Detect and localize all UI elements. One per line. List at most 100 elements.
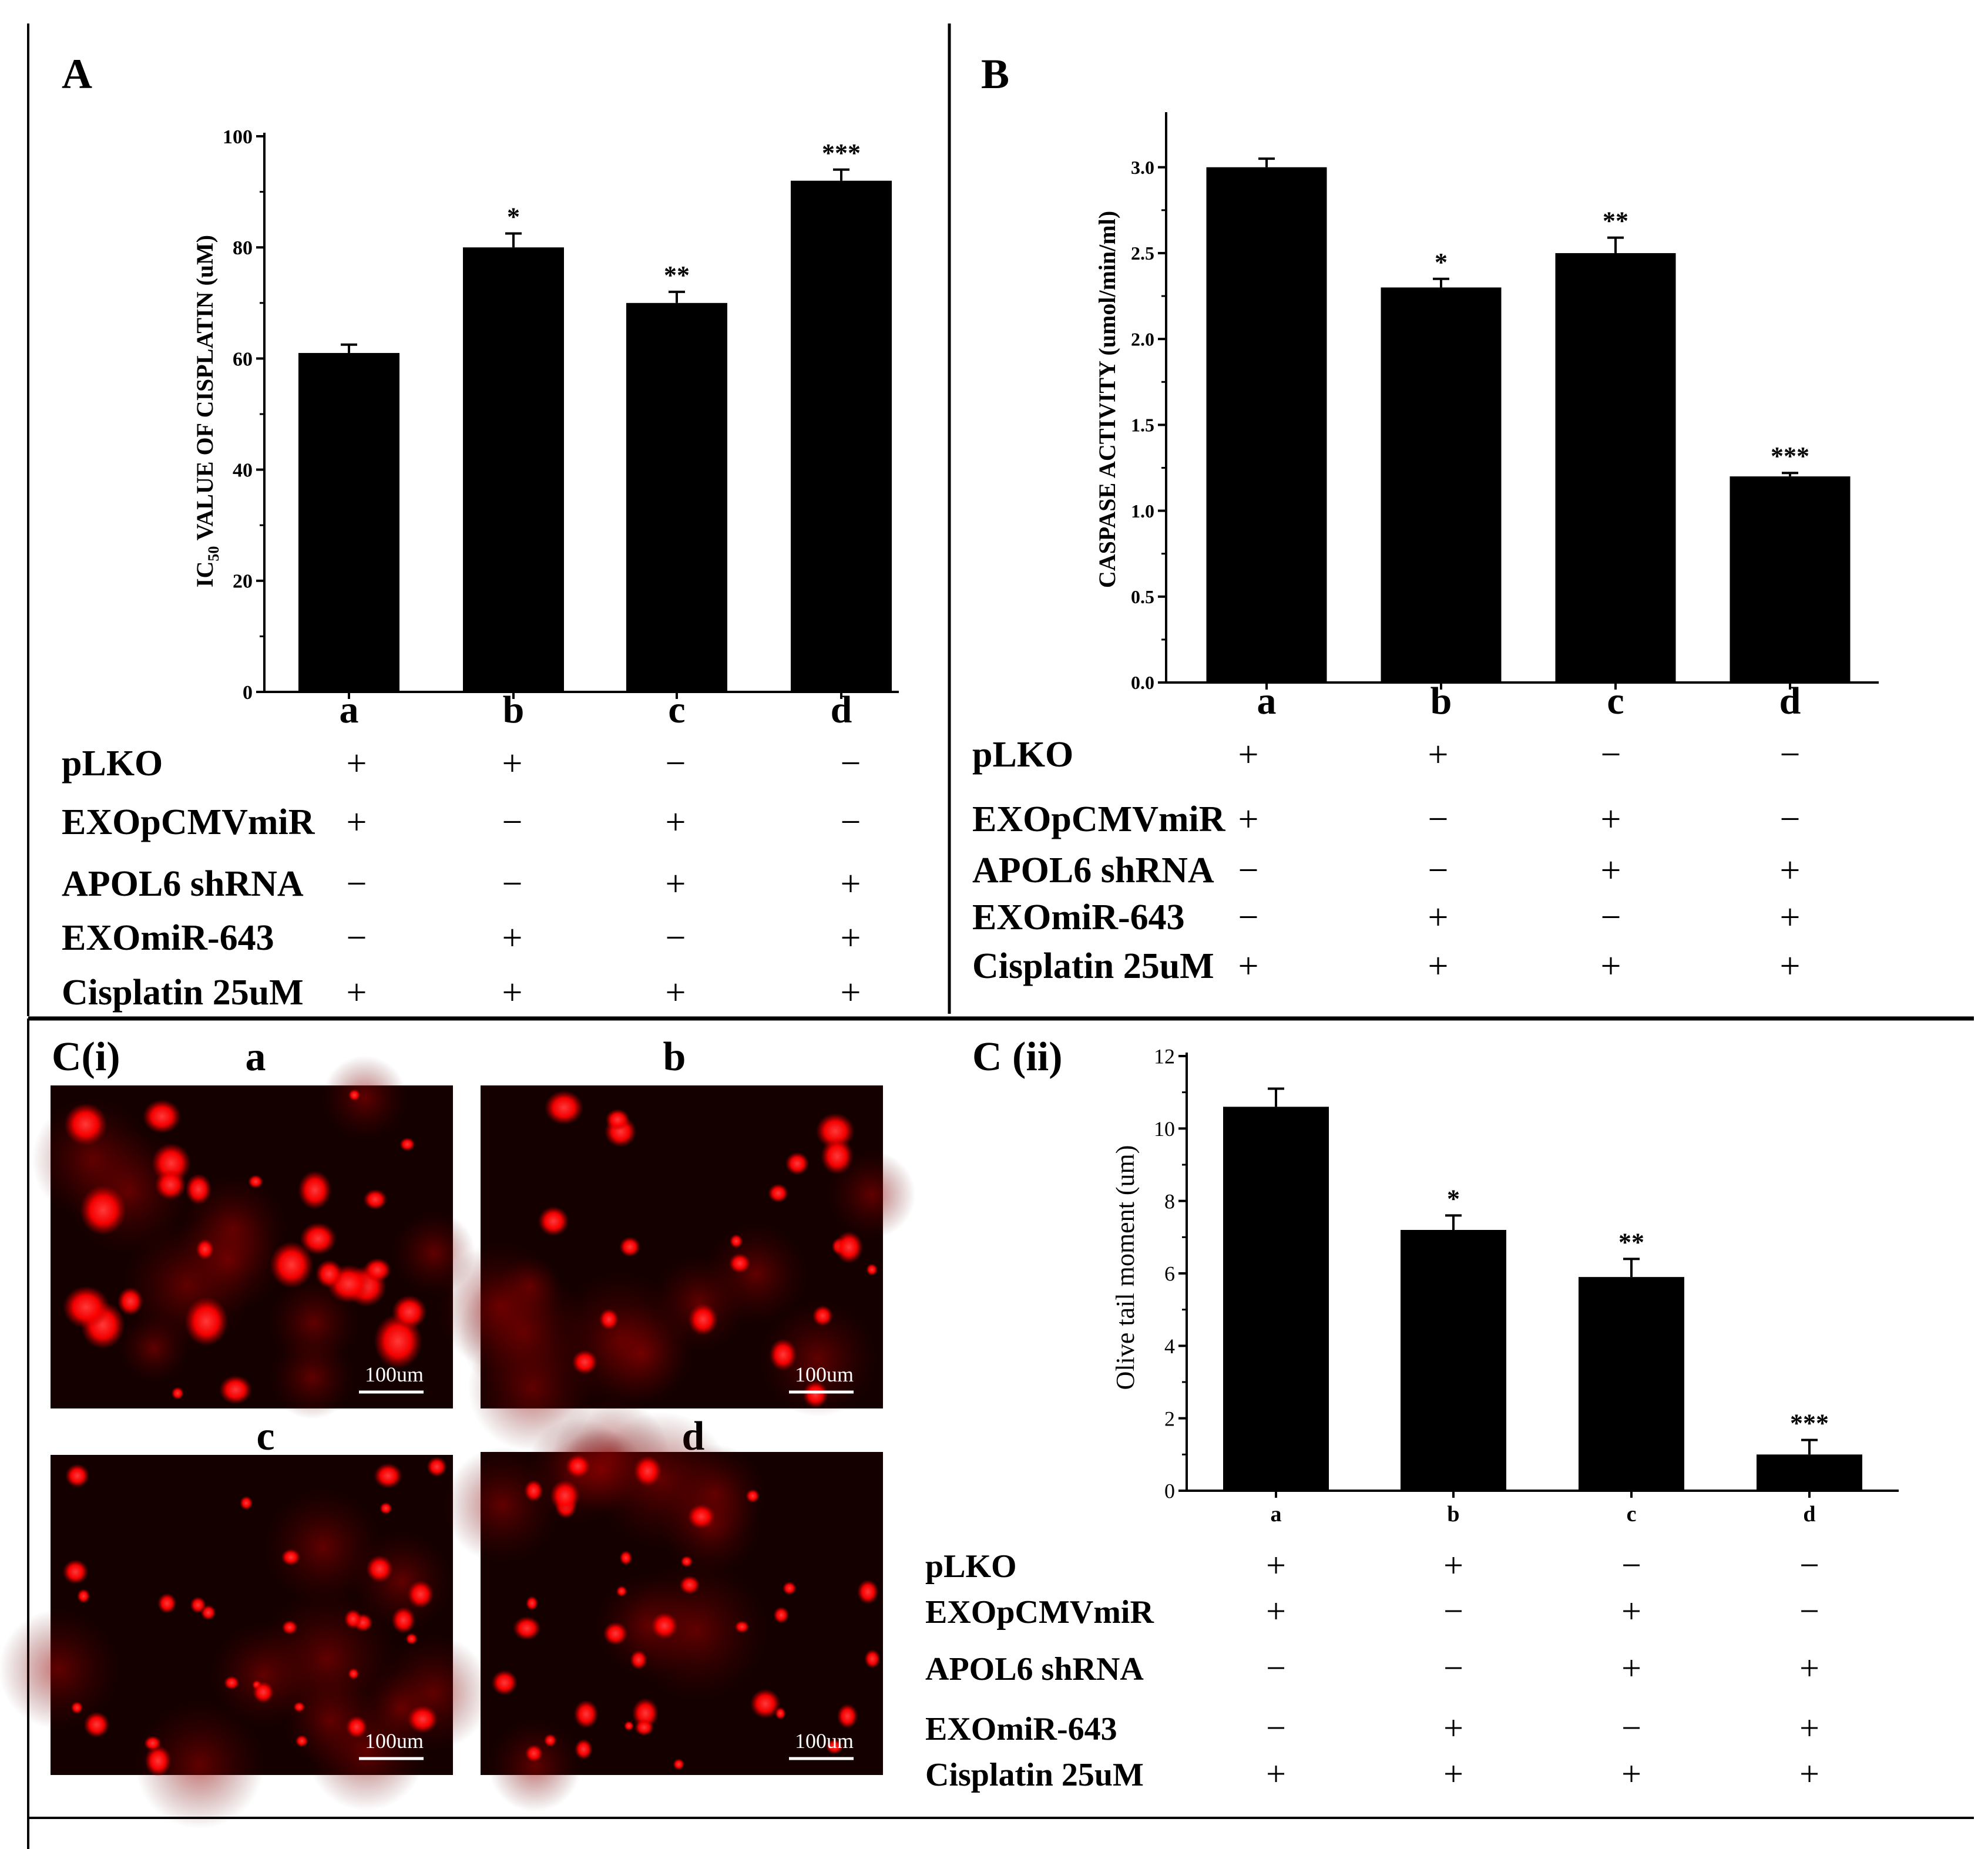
nucleus: [295, 1734, 308, 1747]
micrograph-b-label: b: [663, 1034, 686, 1080]
chart-a-ytick-label: 60: [233, 348, 253, 370]
nucleus: [392, 1295, 427, 1329]
chart-b-category-d: d: [1779, 680, 1801, 722]
background-haze: [0, 1609, 119, 1730]
treat-b-row-3-sign-0: −: [1238, 897, 1259, 937]
chart-b-ytick-label: 2.5: [1131, 243, 1154, 264]
nucleus: [143, 1100, 182, 1134]
nucleus: [825, 1739, 844, 1754]
nucleus: [524, 1480, 543, 1502]
chart-cii-bar-d: [1757, 1454, 1862, 1491]
treat-a-row-3-sign-0: −: [347, 918, 367, 958]
chart-cii: Olive tail moment (um) 0 2 4 6 8 10 12 a * b ** c **…: [1111, 1045, 1899, 1527]
treat-a-row-0-sign-0: +: [347, 744, 367, 784]
nucleus: [773, 1606, 790, 1623]
nucleus: [380, 1502, 392, 1515]
chart-b-ytick-label: 0.0: [1131, 672, 1154, 693]
background-haze: [135, 1700, 264, 1829]
scale-bar-label: 100um: [365, 1729, 424, 1753]
treat-b-row-1-sign-0: +: [1238, 799, 1259, 839]
treat-b-row-2-sign-3: +: [1780, 850, 1801, 890]
nucleus: [270, 1241, 314, 1289]
nucleus: [219, 1375, 252, 1404]
nucleus: [145, 1745, 172, 1777]
nucleus: [64, 1103, 108, 1146]
chart-cii-ylabel: Olive tail moment (um): [1111, 1145, 1140, 1390]
chart-a-sig-d: ***: [822, 139, 861, 167]
scale-bar-label: 100um: [365, 1363, 424, 1386]
micrograph-a-label: a: [246, 1034, 266, 1080]
nucleus: [525, 1744, 543, 1763]
treat-cii-row-label-4: Cisplatin 25uM: [925, 1757, 1144, 1793]
treat-cii-row-2-sign-1: −: [1443, 1649, 1463, 1687]
treat-a-row-2-sign-3: +: [841, 864, 861, 904]
chart-a-category-a: a: [340, 688, 359, 731]
treat-cii-row-2-sign-0: −: [1266, 1649, 1286, 1687]
nucleus: [687, 1504, 716, 1529]
treat-cii-row-3-sign-2: −: [1621, 1709, 1641, 1747]
nucleus: [857, 1579, 879, 1605]
treat-b-row-2-sign-0: −: [1238, 850, 1259, 890]
chart-cii-ytick-label: 6: [1164, 1262, 1175, 1286]
background-haze: [269, 1278, 359, 1368]
chart-b-ytick-label: 1.0: [1131, 500, 1154, 522]
nucleus: [573, 1700, 599, 1729]
nucleus: [157, 1593, 177, 1614]
chart-cii-category-a: a: [1271, 1502, 1282, 1527]
treat-b-row-1-sign-1: −: [1428, 799, 1449, 839]
nucleus: [348, 1089, 361, 1101]
treat-cii-row-label-1: EXOpCMVmiR: [925, 1594, 1154, 1631]
nucleus: [63, 1286, 110, 1329]
treat-b-row-4-sign-2: +: [1601, 946, 1621, 986]
nucleus: [200, 1605, 216, 1621]
nucleus: [185, 1174, 212, 1205]
chart-b-ylabel: CASPASE ACTIVITY (umol/min/ml): [1094, 211, 1120, 588]
treatment-table-cii: pLKO + + − − EXOpCMVmiR + − + − APOL6 shRNA − − + + EXO…: [925, 1546, 1819, 1793]
chart-b-ytick-label: 0.5: [1131, 586, 1154, 607]
chart-cii-ytick-label: 2: [1164, 1407, 1175, 1430]
treat-b-row-0-sign-3: −: [1780, 735, 1801, 775]
nucleus: [391, 1606, 416, 1634]
panel-b-label: B: [981, 51, 1009, 98]
nucleus: [619, 1550, 633, 1565]
nucleus: [651, 1612, 679, 1639]
nucleus: [363, 1189, 387, 1210]
nucleus: [298, 1171, 332, 1210]
chart-cii-ytick-label: 12: [1154, 1045, 1175, 1068]
nucleus: [750, 1689, 781, 1719]
background-haze: [828, 1151, 916, 1239]
micrograph-c: 100um: [0, 1455, 491, 1829]
treat-b-row-4-sign-0: +: [1238, 946, 1259, 986]
chart-cii-sig-c: **: [1618, 1228, 1644, 1256]
background-haze: [322, 1055, 407, 1141]
treat-b-row-2-sign-1: −: [1428, 850, 1449, 890]
nucleus: [603, 1622, 628, 1646]
nucleus: [407, 1580, 434, 1609]
micrograph-c-label: c: [256, 1414, 274, 1459]
nucleus: [728, 1253, 751, 1273]
treat-b-row-0-sign-2: −: [1601, 735, 1621, 775]
chart-b-ytick-label: 3.0: [1131, 157, 1154, 178]
nucleus: [344, 1609, 362, 1629]
nucleus: [171, 1387, 184, 1400]
chart-b-sig-b: *: [1435, 248, 1448, 277]
nucleus: [574, 1739, 593, 1760]
nucleus: [405, 1633, 418, 1645]
nucleus: [513, 1616, 541, 1640]
nucleus: [565, 1454, 590, 1478]
nucleus: [864, 1649, 881, 1669]
treat-b-row-3-sign-2: −: [1601, 897, 1621, 937]
treat-b-row-0-sign-0: +: [1238, 735, 1259, 775]
chart-b: CASPASE ACTIVITY (umol/min/ml) 0.0 0.5 1.0…: [1094, 112, 1879, 722]
treat-a-row-label-3: EXOmiR-643: [62, 918, 274, 958]
treat-a-row-4-sign-3: +: [841, 973, 861, 1013]
treat-a-row-1-sign-1: −: [502, 802, 523, 842]
chart-a-ytick-label: 80: [233, 237, 253, 259]
treat-b-row-2-sign-2: +: [1601, 850, 1621, 890]
nucleus: [293, 1702, 305, 1713]
nucleus: [248, 1175, 264, 1189]
nucleus: [680, 1555, 693, 1568]
treat-a-row-2-sign-0: −: [347, 864, 367, 904]
chart-b-ytick-label: 1.5: [1131, 415, 1154, 436]
chart-a-category-d: d: [831, 688, 852, 731]
